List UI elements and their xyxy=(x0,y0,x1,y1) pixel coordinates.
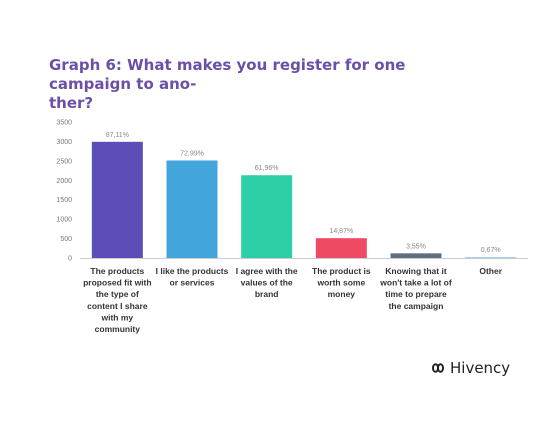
category-label-line: I like the products xyxy=(156,266,229,276)
y-tick-label: 500 xyxy=(60,236,72,243)
bar-5 xyxy=(390,253,442,258)
category-label-line: content I share xyxy=(87,301,148,311)
chart-title: Graph 6: What makes you register for one… xyxy=(49,56,489,113)
category-label-line: money xyxy=(328,289,356,299)
chart-title-line-1: Graph 6: What makes you register for one… xyxy=(49,56,406,93)
category-label-line: brand xyxy=(255,289,279,299)
bar-6 xyxy=(465,257,517,259)
bar-4 xyxy=(315,238,367,258)
data-label-3: 61,96% xyxy=(255,165,279,172)
y-tick-label: 3000 xyxy=(56,139,72,146)
category-label-line: Knowing that it xyxy=(385,266,447,276)
category-label-line: worth some xyxy=(316,278,365,288)
category-label-4: The product is worth some money xyxy=(312,266,371,299)
category-label-3: I agree with the values of the brand xyxy=(236,266,298,299)
category-label-line: Other xyxy=(479,266,502,276)
category-label-5: Knowing that it won't take a lot of time t… xyxy=(379,266,452,311)
category-label-2: I like the products or services xyxy=(156,266,229,288)
category-label-line: or services xyxy=(170,278,215,288)
y-tick-label: 2000 xyxy=(56,178,72,185)
bar-2 xyxy=(166,160,218,258)
category-label-line: I agree with the xyxy=(236,266,298,276)
category-label-line: won't take a lot of xyxy=(379,278,452,288)
category-label-1: The products proposed fit with the type of… xyxy=(83,266,151,334)
y-tick-label: 1000 xyxy=(56,217,72,224)
category-label-line: The products xyxy=(90,266,144,276)
category-label-6: Other xyxy=(479,266,502,276)
y-tick-label: 2500 xyxy=(56,158,72,165)
data-label-4: 14,87% xyxy=(329,228,353,235)
y-tick-label: 3500 xyxy=(56,120,72,127)
bar-1 xyxy=(91,141,143,258)
bar-3 xyxy=(241,175,293,258)
category-label-line: values of the xyxy=(241,278,293,288)
category-label-line: the type of xyxy=(96,289,139,299)
brand: Hivency xyxy=(430,359,510,377)
y-tick-label: 0 xyxy=(68,256,72,263)
category-label-line: proposed fit with xyxy=(83,278,151,288)
hivency-logo-icon xyxy=(431,363,445,373)
data-label-5: 3,55% xyxy=(406,243,426,250)
category-label-line: the campaign xyxy=(389,301,444,311)
brand-name: Hivency xyxy=(450,359,511,377)
data-label-6: 0,67% xyxy=(481,247,501,254)
category-label-line: community xyxy=(95,324,141,334)
category-label-line: time to prepare xyxy=(385,289,447,299)
data-label-2: 72,99% xyxy=(180,150,204,157)
chart-title-line-2: ther? xyxy=(49,94,94,112)
category-label-line: with my xyxy=(101,312,134,322)
y-tick-label: 1500 xyxy=(56,197,72,204)
category-label-line: The product is xyxy=(312,266,371,276)
data-label-1: 87,11% xyxy=(106,132,129,139)
